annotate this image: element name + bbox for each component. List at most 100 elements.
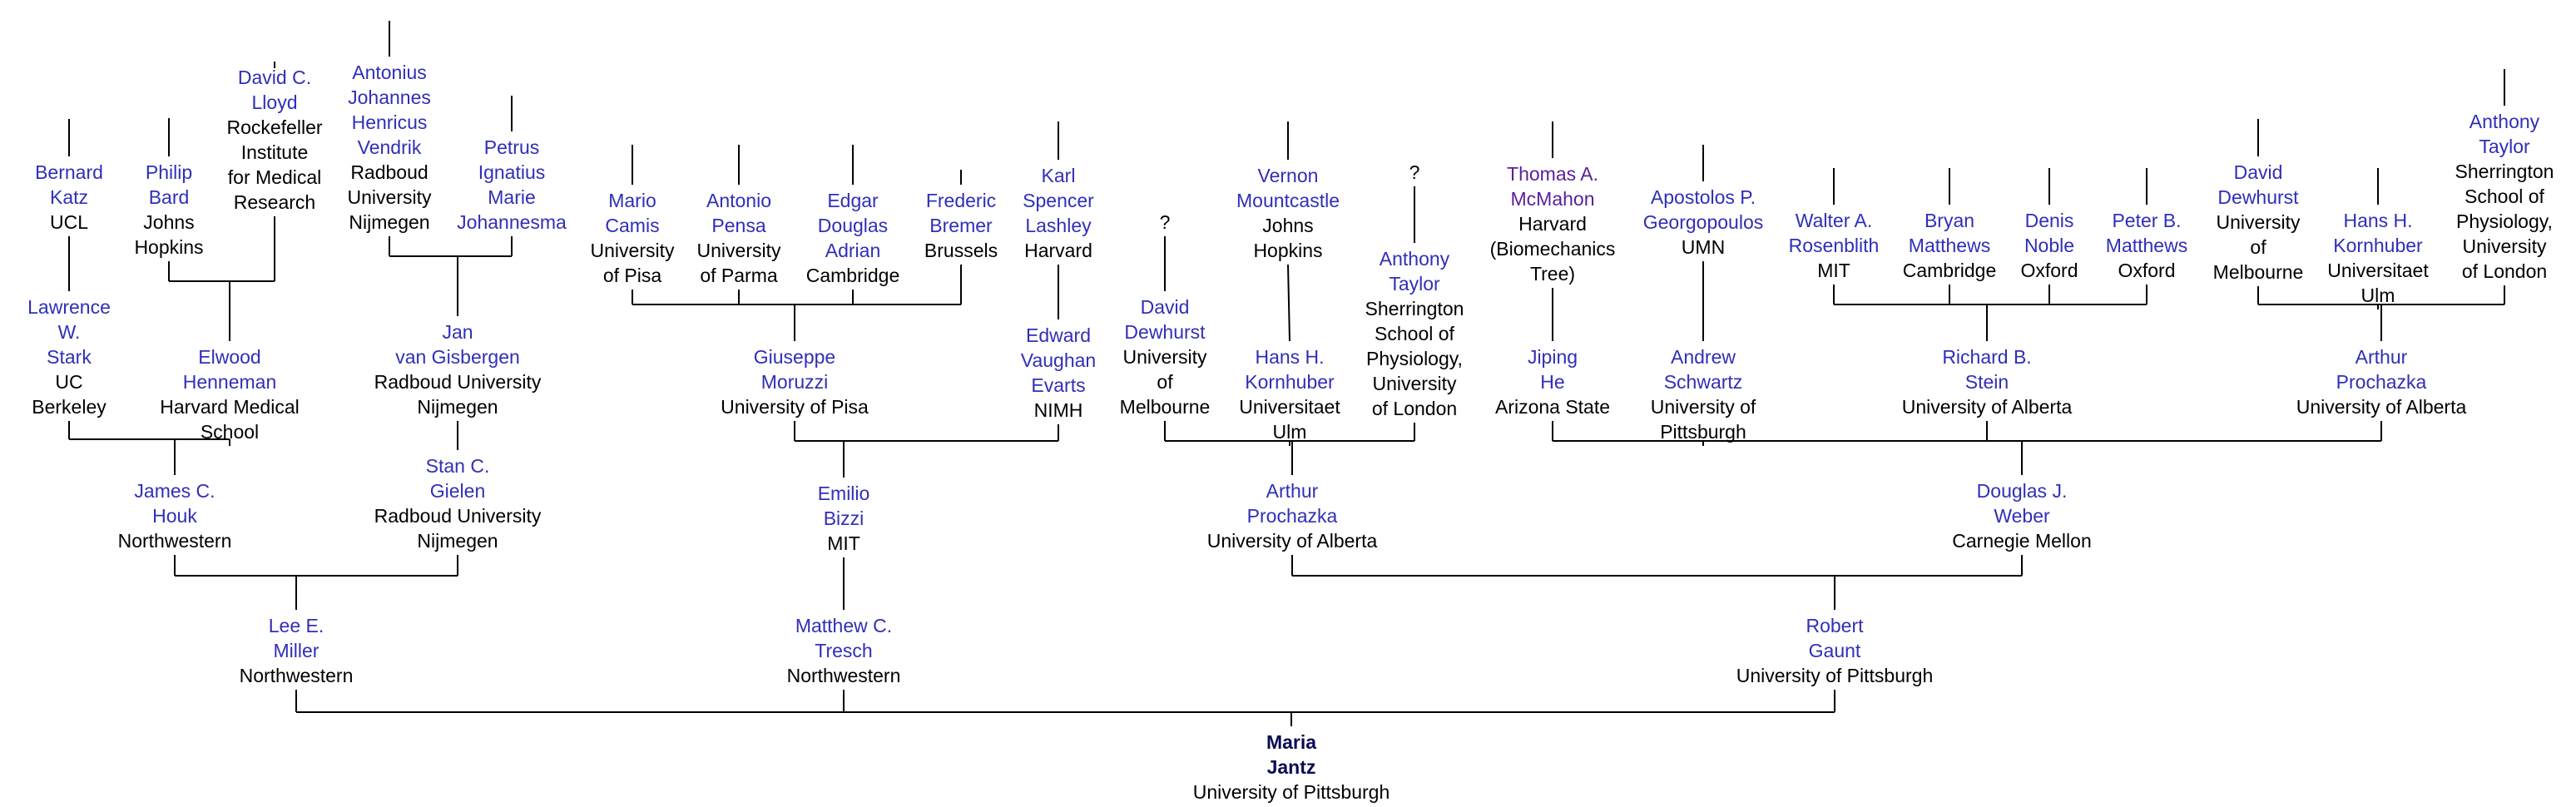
person-node-taylor-top: Anthony Taylor Sherrington School of Physiol…	[2455, 109, 2554, 284]
person-node-bizzi: Emilio Bizzi MIT	[818, 481, 870, 556]
institution-label: University	[2216, 211, 2301, 233]
institution-label: Ulm	[1272, 421, 1307, 443]
person-name-link[interactable]: Frederic	[925, 190, 997, 211]
person-name-link[interactable]: Lee E.	[268, 615, 324, 636]
person-name-link[interactable]: Walter A.	[1795, 210, 1873, 231]
person-name-link[interactable]: Denis	[2024, 210, 2074, 231]
person-name-link[interactable]: Schwartz	[1663, 371, 1743, 393]
person-name-link[interactable]: Anthony	[1379, 248, 1450, 270]
person-name-link[interactable]: Rosenblith	[1788, 235, 1880, 256]
person-name-link[interactable]: Ignatius	[478, 161, 546, 183]
person-name-link[interactable]: Prochazka	[2336, 371, 2427, 393]
person-name-link[interactable]: Matthews	[1908, 235, 1991, 256]
person-name-link[interactable]: Apostolos P.	[1650, 186, 1756, 208]
person-name-link[interactable]: Taylor	[1389, 273, 1440, 295]
person-name-link[interactable]: Antonio	[706, 190, 771, 211]
person-name-link[interactable]: Maria	[1266, 731, 1317, 753]
person-name-link[interactable]: Vernon	[1257, 165, 1319, 186]
person-name-link[interactable]: Matthews	[2105, 235, 2188, 256]
person-name-link[interactable]: Stark	[47, 346, 92, 368]
person-name-link[interactable]: Vaughan	[1020, 349, 1097, 371]
person-node-vendrik: Antonius Johannes Henricus Vendrik Radboud Un…	[348, 60, 432, 235]
person-name-link[interactable]: Prochazka	[1246, 505, 1338, 527]
person-name-link[interactable]: Spencer	[1023, 190, 1094, 211]
person-name-link[interactable]: Richard B.	[1942, 346, 2032, 368]
person-name-link[interactable]: Jiping	[1527, 346, 1578, 368]
person-name-link[interactable]: Arthur	[2355, 346, 2408, 368]
person-name-link[interactable]: Emilio	[817, 483, 870, 504]
person-name-link[interactable]: Taylor	[2479, 136, 2530, 157]
person-name-link[interactable]: Vendrik	[357, 136, 422, 158]
person-name-link[interactable]: Camis	[605, 215, 660, 236]
person-node-schwartz: Andrew Schwartz University of Pittsburgh	[1651, 344, 1756, 444]
person-name-link[interactable]: Johannesma	[457, 211, 567, 233]
person-name-link[interactable]: Mountcastle	[1236, 190, 1340, 211]
person-name-link[interactable]: He	[1540, 371, 1565, 393]
person-name-link[interactable]: Dewhurst	[2217, 186, 2299, 208]
person-name-link[interactable]: Gaunt	[1808, 640, 1861, 661]
person-name-link[interactable]: David C.	[237, 67, 312, 88]
person-name-link[interactable]: Douglas J.	[1976, 480, 2068, 502]
person-name-link[interactable]: Moruzzi	[760, 371, 829, 393]
person-name-link[interactable]: Katz	[49, 186, 89, 208]
person-name-link[interactable]: Peter B.	[2112, 210, 2182, 231]
person-name-link[interactable]: Jan	[442, 321, 473, 343]
person-name-link[interactable]: Tresch	[815, 640, 873, 661]
person-name-link[interactable]: Bernard	[35, 161, 103, 183]
person-name-link[interactable]: David	[2233, 161, 2283, 183]
person-name-link[interactable]: Elwood	[198, 346, 261, 368]
person-name-link[interactable]: Robert	[1806, 615, 1864, 636]
person-name-link[interactable]: Georgopoulos	[1642, 211, 1764, 233]
institution-label: Johns	[143, 211, 195, 233]
person-name-link[interactable]: Johannes	[348, 87, 431, 108]
person-name-link[interactable]: Thomas A.	[1507, 163, 1598, 185]
person-name-link[interactable]: Stan C.	[425, 455, 490, 477]
person-name-link[interactable]: Karl	[1041, 165, 1076, 186]
person-name-link[interactable]: Adrian	[825, 240, 881, 261]
person-name-link[interactable]: Dewhurst	[1124, 321, 1206, 343]
person-name-link[interactable]: Henneman	[182, 371, 277, 393]
person-name-link[interactable]: Henricus	[351, 111, 428, 133]
person-name-link[interactable]: Edgar	[827, 190, 879, 211]
person-name-link[interactable]: Philip	[145, 161, 193, 183]
person-name-link[interactable]: Marie	[488, 186, 536, 208]
person-name-link[interactable]: Miller	[273, 640, 320, 661]
person-name-link[interactable]: David	[1140, 296, 1190, 318]
person-name-link[interactable]: Gielen	[429, 480, 486, 502]
person-name-link[interactable]: Antonius	[352, 62, 427, 83]
person-name-link[interactable]: van Gisbergen	[395, 346, 520, 368]
person-name-link[interactable]: Weber	[1994, 505, 2050, 527]
person-name-link[interactable]: Arthur	[1266, 480, 1319, 502]
person-name-link[interactable]: Hans H.	[2343, 210, 2413, 231]
person-name-link[interactable]: Matthew C.	[795, 615, 893, 636]
person-name-link[interactable]: Giuseppe	[753, 346, 836, 368]
person-name-link[interactable]: Lawrence	[27, 296, 111, 318]
person-name-link[interactable]: Bizzi	[823, 507, 864, 529]
person-node-philip-bard: Philip Bard Johns Hopkins	[134, 160, 203, 260]
person-name-link[interactable]: James C.	[134, 480, 215, 502]
person-name-link[interactable]: Stein	[1964, 371, 2009, 393]
person-name-link[interactable]: Edward	[1026, 324, 1091, 346]
person-name-link[interactable]: Pensa	[711, 215, 766, 236]
person-name-link[interactable]: Evarts	[1031, 374, 1086, 396]
person-name-link[interactable]: McMahon	[1510, 188, 1595, 210]
person-name-link[interactable]: Lashley	[1025, 215, 1092, 236]
person-name-link[interactable]: Bryan	[1924, 210, 1975, 231]
person-name-link[interactable]: Bremer	[929, 215, 993, 236]
person-name-link[interactable]: Andrew	[1671, 346, 1736, 368]
institution-label: UCL	[49, 211, 89, 233]
person-name-link[interactable]: Houk	[152, 505, 197, 527]
person-name-link[interactable]: Hans H.	[1255, 346, 1325, 368]
person-name-link[interactable]: Bard	[148, 186, 190, 208]
institution-label: Physiology,	[2456, 210, 2553, 232]
person-name-link[interactable]: Lloyd	[251, 92, 298, 113]
person-name-link[interactable]: Petrus	[483, 136, 540, 158]
person-name-link[interactable]: Noble	[2024, 235, 2075, 256]
person-name-link[interactable]: Anthony	[2469, 111, 2540, 132]
person-name-link[interactable]: Kornhuber	[2333, 235, 2423, 256]
person-name-link[interactable]: W.	[57, 321, 81, 343]
person-name-link[interactable]: Jantz	[1266, 756, 1316, 778]
person-name-link[interactable]: Douglas	[817, 215, 889, 236]
person-name-link[interactable]: Kornhuber	[1245, 371, 1335, 393]
person-name-link[interactable]: Mario	[608, 190, 656, 211]
